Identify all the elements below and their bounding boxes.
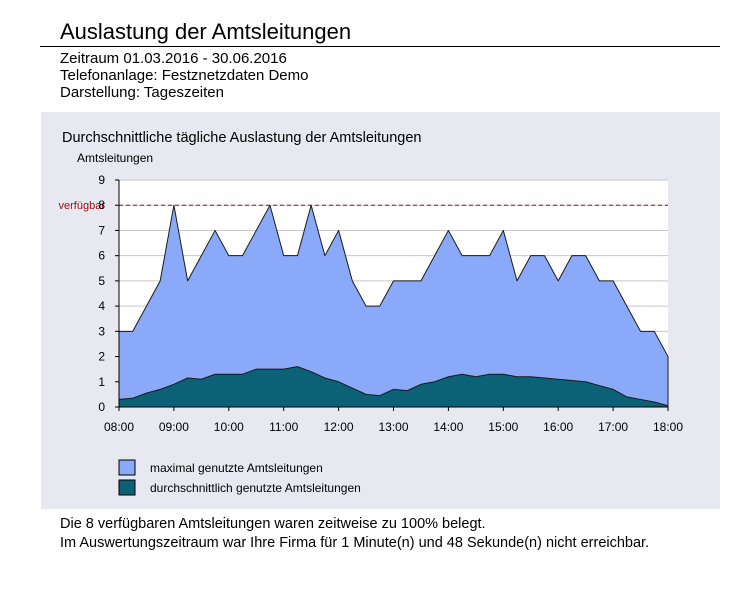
legend-swatch-avg [118,479,136,496]
note-availability: Die 8 verfügbaren Amtsleitungen waren ze… [60,516,486,532]
y-tick-label: 6 [98,249,105,263]
x-tick-label: 18:00 [653,420,683,434]
note-unreachable: Im Auswertungszeitraum war Ihre Firma fü… [60,535,650,551]
report-period: Zeitraum 01.03.2016 - 30.06.2016 [60,50,287,67]
available-label: verfügbar [59,200,106,212]
x-tick-label: 10:00 [214,420,244,434]
x-tick-label: 09:00 [159,420,189,434]
x-tick-label: 15:00 [488,420,518,434]
report-view: Darstellung: Tageszeiten [60,84,224,101]
y-tick-label: 8 [98,198,105,212]
y-tick-label: 2 [98,350,105,364]
y-tick-label: 0 [98,400,105,414]
legend-swatch-max [118,459,136,476]
x-tick-label: 17:00 [598,420,628,434]
series-avg-area [118,366,669,408]
y-tick-label: 5 [98,274,105,288]
y-tick-label: 9 [98,173,105,187]
y-axis-label: Amtsleitungen [77,151,153,165]
legend-label-avg: durchschnittlich genutzte Amtsleitungen [150,481,361,495]
y-tick-label: 1 [98,375,105,389]
y-tick-label: 7 [98,223,105,237]
title-divider [40,46,720,47]
utilization-chart: Durchschnittliche tägliche Auslastung de… [59,130,683,496]
x-tick-label: 11:00 [269,420,298,434]
report-title: Auslastung der Amtsleitungen [60,19,352,44]
report-system: Telefonanlage: Festznetzdaten Demo [60,67,309,84]
chart-title: Durchschnittliche tägliche Auslastung de… [62,130,421,146]
y-tick-label: 4 [98,299,105,313]
x-tick-label: 13:00 [378,420,408,434]
legend-label-max: maximal genutzte Amtsleitungen [150,461,323,475]
x-tick-label: 12:00 [324,420,354,434]
x-tick-label: 16:00 [543,420,573,434]
series-max-area [118,204,669,408]
y-tick-label: 3 [98,324,105,338]
x-tick-label: 08:00 [104,420,134,434]
x-tick-label: 14:00 [433,420,463,434]
